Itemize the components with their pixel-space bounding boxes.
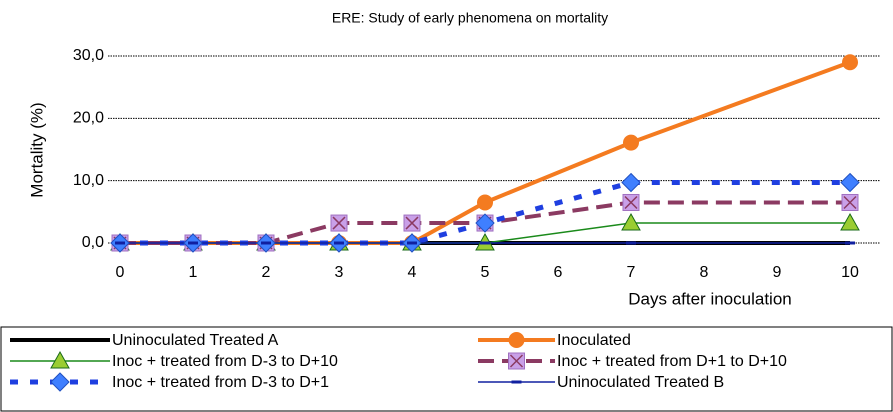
x-tick-label: 5 [481,264,490,281]
x-tick-label: 1 [189,264,198,281]
marker [842,54,858,71]
y-tick-label: 0,0 [82,234,104,251]
chart-title: ERE: Study of early phenomena on mortali… [332,10,608,26]
x-tick-label: 7 [627,264,636,281]
marker-cross [843,195,857,210]
legend-marker [508,352,525,370]
y-axis-title: Mortality (%) [27,102,46,197]
marker [841,193,859,211]
y-tick-label: 20,0 [73,110,104,127]
marker [477,194,493,211]
x-axis-title: Days after inoculation [628,289,791,308]
x-tick-label: 4 [408,264,417,281]
marker [475,213,495,233]
marker-cross [509,354,524,368]
marker-cross [405,216,419,230]
marker [840,213,860,231]
x-tick-label: 3 [335,264,344,281]
marker [480,241,490,245]
marker [330,214,348,232]
marker [403,214,421,232]
marker [407,241,417,245]
x-tick-label: 8 [700,264,709,281]
marker [334,241,344,245]
legend-label: Inoc + treated from D+1 to D+10 [557,353,787,370]
x-tick-label: 2 [262,264,271,281]
marker [621,172,641,193]
x-tick-label: 6 [554,264,563,281]
marker-cross [624,195,638,210]
x-tick-label: 9 [773,264,782,281]
legend-label: Inoc + treated from D-3 to D+1 [112,374,329,391]
x-tick-label: 0 [116,264,125,281]
marker [188,241,198,245]
legend-marker [50,350,70,369]
legend-label: Uninoculated Treated A [112,332,279,349]
legend-marker [50,372,70,392]
marker [626,241,636,245]
marker [261,241,271,245]
marker [623,134,639,151]
legend-marker [508,332,525,348]
marker [622,193,640,211]
legend-label: Inoc + treated from D-3 to D+10 [112,353,338,370]
y-tick-label: 10,0 [73,172,104,189]
marker-cross [332,216,346,230]
marker [621,213,641,231]
legend-label: Uninoculated Treated B [557,374,724,391]
marker [840,172,860,193]
legend-marker [511,380,522,384]
legend-box [0,326,893,412]
marker [115,241,125,245]
x-tick-label: 10 [841,264,859,281]
legend-label: Inoculated [557,332,631,349]
marker [845,241,855,245]
y-tick-label: 30,0 [73,47,104,64]
